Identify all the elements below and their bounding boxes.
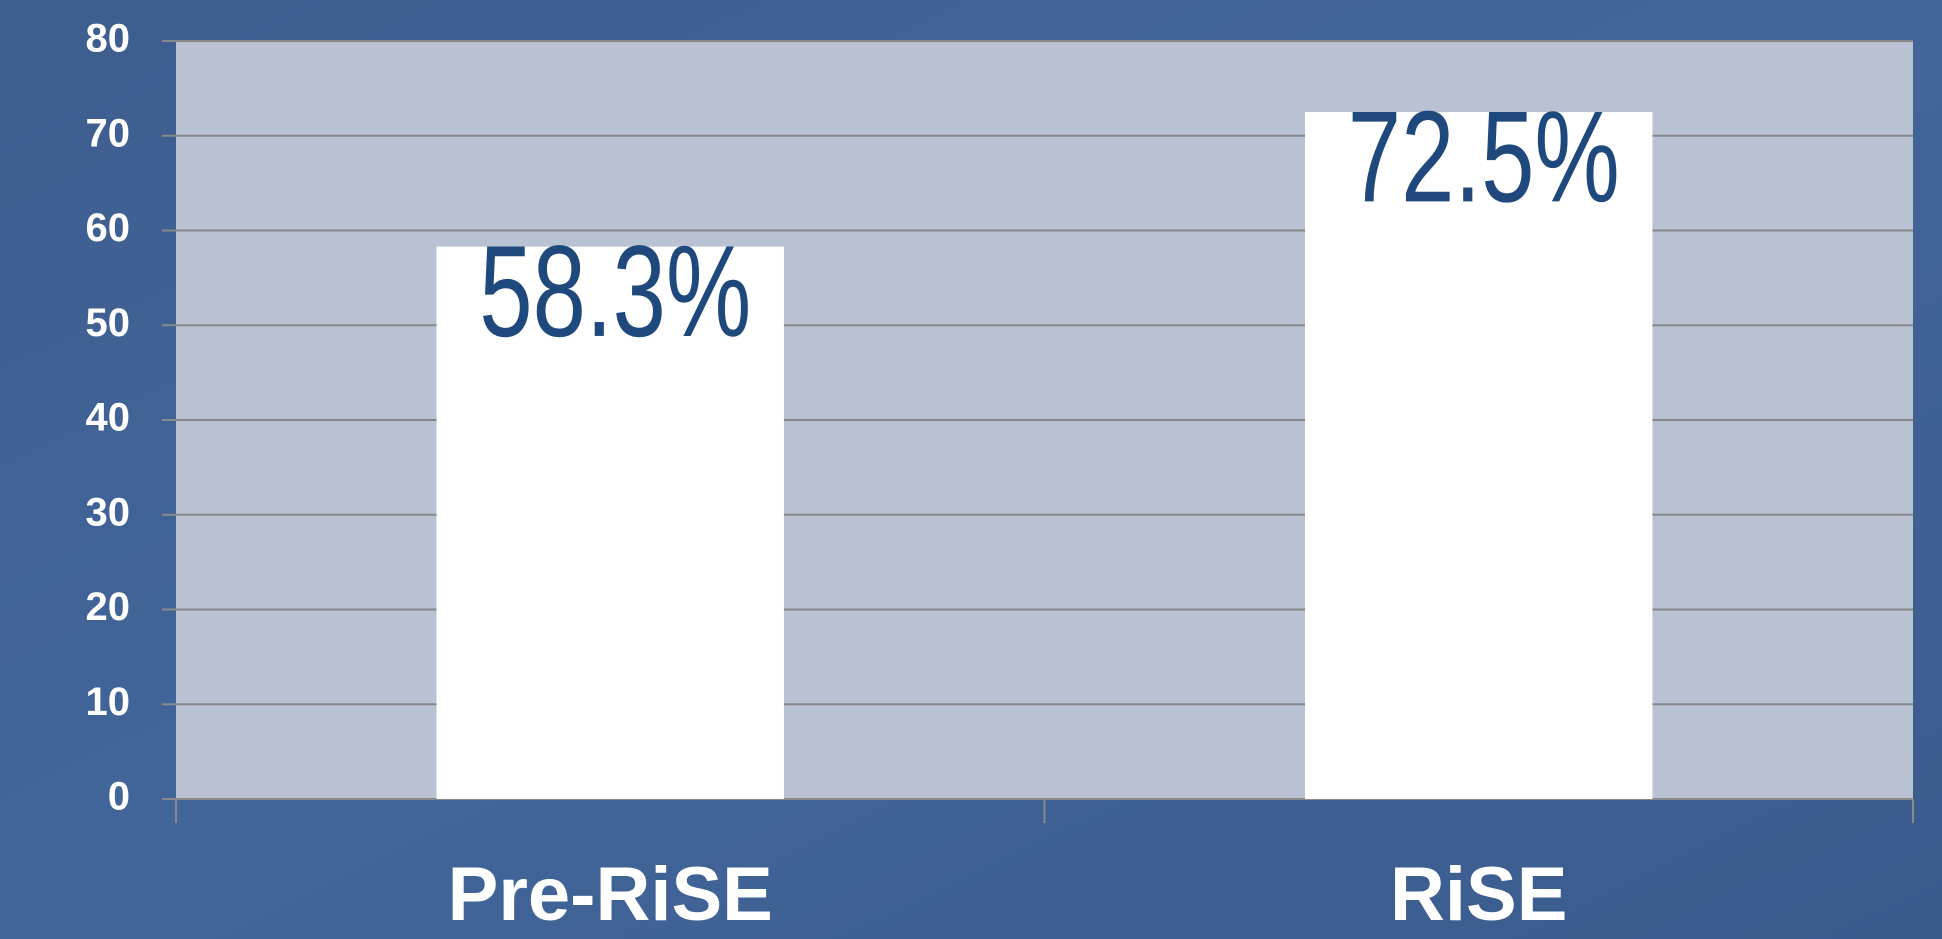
y-tick-label: 50: [86, 301, 131, 345]
y-tick-label: 0: [108, 775, 130, 819]
y-tick-label: 20: [86, 585, 131, 629]
y-tick-label: 40: [86, 396, 131, 440]
y-tick-label: 80: [86, 17, 131, 61]
y-tick-label: 70: [86, 111, 131, 155]
y-tick-label: 60: [86, 206, 131, 250]
value-label: 72.5%: [1348, 83, 1620, 229]
bar: [436, 246, 784, 800]
bar: [1305, 112, 1653, 799]
y-tick-label: 30: [86, 490, 131, 534]
value-label: 58.3%: [479, 218, 751, 364]
y-tick-label: 10: [86, 680, 131, 724]
x-tick-label: RiSE: [1390, 852, 1567, 937]
x-tick-label: Pre-RiSE: [448, 852, 773, 937]
